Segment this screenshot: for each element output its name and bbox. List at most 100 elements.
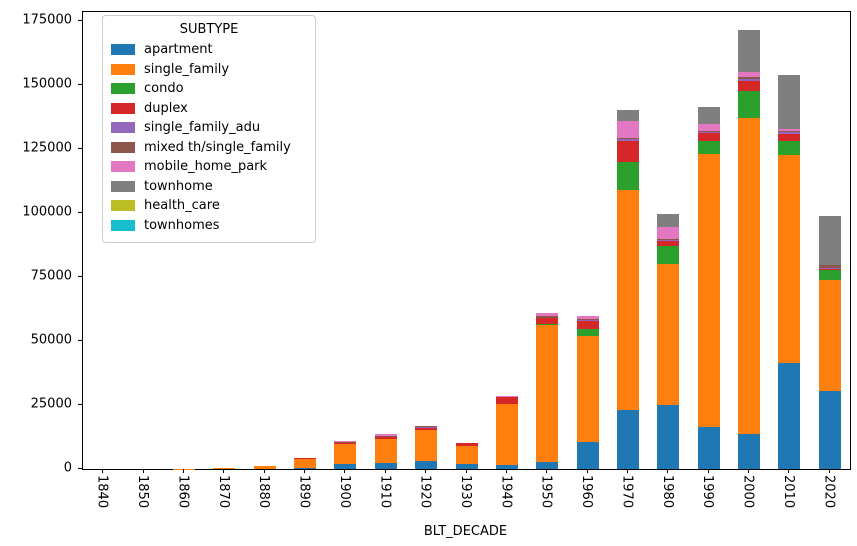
bar-segment-duplex [374,437,397,439]
bar-segment-single-family [818,279,841,391]
bar-segment-condo [576,329,599,336]
x-tick-label: 1870 [215,475,231,509]
y-tick-label: 150000 [22,76,72,92]
x-tick-label: 1940 [498,475,514,509]
bar-segment-condo [536,323,559,325]
y-tick-label: 125000 [22,140,72,156]
bar-segment-duplex [697,132,720,142]
bar-segment-single-family [778,155,801,363]
y-tick-mark [78,148,82,149]
x-tick-mark [465,469,467,473]
y-tick-label: 50000 [30,332,72,348]
y-tick-label: 75000 [30,268,72,284]
legend-swatch-icon [111,141,135,153]
bar-segment-mobile-home-park [415,425,438,427]
bar-segment-single-family-adu [576,320,599,321]
bar-segment-duplex [657,240,680,246]
x-tick-label: 1990 [700,475,716,509]
bar-segment-single-family [536,324,559,462]
bar-segment-apartment [738,433,761,469]
legend-item-townhomes: townhomes [111,216,307,236]
x-tick-mark [304,469,306,473]
legend-swatch-icon [111,180,135,192]
bar-segment-single-family [738,117,761,434]
bar-2010 [778,74,801,469]
legend-swatch-icon [111,122,135,134]
legend-label: health_care [144,198,220,214]
bar-segment-single-family-adu [738,78,761,81]
bar-segment-townhome [778,74,801,129]
x-tick-mark [102,469,104,473]
x-tick-label: 1960 [579,475,595,509]
legend-label: townhome [144,178,213,194]
bar-segment-single-family [334,444,357,464]
bar-segment-single-family [576,335,599,443]
bar-segment-townhome [697,106,720,124]
legend-swatch-icon [111,219,135,231]
x-axis-label: BLT_DECADE [423,524,508,539]
bar-segment-duplex [536,318,559,324]
bar-segment-townhome [616,109,639,121]
bar-segment-mobile-home-park [657,227,680,240]
x-tick-mark [748,469,750,473]
bar-2020 [818,215,841,469]
bar-segment-apartment [294,468,317,469]
bar-segment-condo [697,141,720,155]
legend-swatch-icon [111,102,135,114]
bar-1910 [374,433,397,469]
x-tick-mark [667,469,669,473]
x-tick-mark [505,469,507,473]
y-tick-label: 100000 [22,204,72,220]
bar-segment-apartment [374,462,397,469]
x-tick-mark [263,469,265,473]
bar-segment-single-family [415,430,438,462]
legend-item-condo: condo [111,79,307,99]
x-tick-label: 1920 [417,475,433,509]
bar-segment-townhome [738,30,761,72]
bar-segment-duplex [616,140,639,162]
bar-segment-apartment [334,463,357,469]
bar-segment-apartment [415,461,438,469]
bar-segment-duplex [738,80,761,92]
bar-segment-single-family-adu [374,436,397,438]
x-tick-mark [344,469,346,473]
x-tick-mark [586,469,588,473]
bar-segment-mobile-home-park [536,312,559,317]
bar-segment-townhome [818,215,841,265]
bar-segment-apartment [495,465,518,469]
x-tick-mark [384,469,386,473]
bar-segment-condo [657,245,680,265]
bar-segment-mobile-home-park [374,433,397,436]
x-tick-mark [182,469,184,473]
bar-segment-duplex [334,443,357,445]
bar-segment-mixed-th-single-family [818,264,841,269]
bar-segment-single-family [455,445,478,465]
y-tick-label: 175000 [22,12,72,28]
x-tick-label: 1890 [296,475,312,509]
bar-segment-apartment [657,405,680,469]
bar-segment-mixed-th-single-family [778,130,801,132]
bar-segment-mobile-home-park [334,440,357,443]
bar-segment-condo [738,91,761,118]
bar-1930 [455,442,478,469]
legend-item-mobile-home-park: mobile_home_park [111,157,307,177]
bar-segment-condo [818,269,841,280]
legend-swatch-icon [111,44,135,56]
bar-segment-apartment [455,464,478,469]
x-tick-mark [142,469,144,473]
legend-item-single-family-adu: single_family_adu [111,118,307,138]
x-tick-label: 1980 [659,475,675,509]
legend-item-duplex: duplex [111,99,307,119]
y-tick-mark [78,340,82,341]
bar-segment-mobile-home-park [738,72,761,77]
legend: SUBTYPE apartment single_family condo duple… [102,15,316,243]
bar-segment-duplex [818,268,841,270]
bar-segment-mobile-home-park [495,396,518,397]
x-tick-mark [707,469,709,473]
bar-segment-single-family [213,467,236,469]
legend-label: apartment [144,42,213,58]
y-tick-mark [78,84,82,85]
bar-segment-mobile-home-park [697,123,720,131]
x-tick-label: 1970 [619,475,635,509]
x-tick-mark [223,469,225,473]
